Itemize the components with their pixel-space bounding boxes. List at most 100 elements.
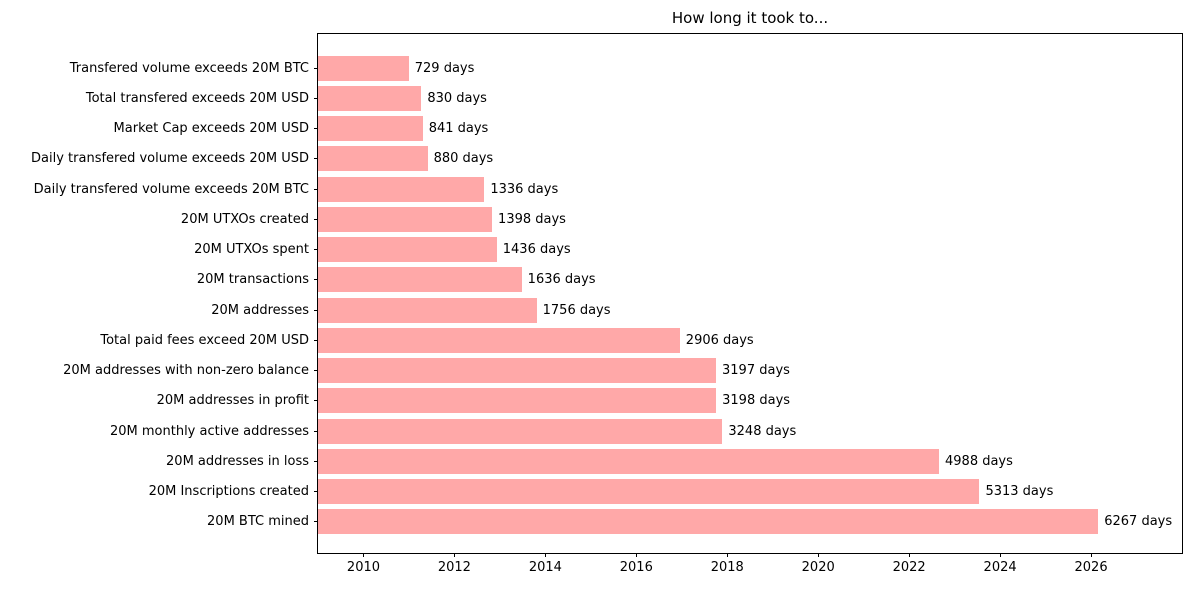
value-label: 1756 days <box>542 302 611 318</box>
y-axis-tick <box>314 97 318 99</box>
bar-row: 20M addresses in profit 3198 days <box>157 386 1182 416</box>
value-label: 5313 days <box>985 484 1054 500</box>
x-axis-tick-label: 2014 <box>528 560 562 575</box>
value-label: 2906 days <box>685 332 754 348</box>
category-label: 20M monthly active addresses <box>109 423 309 439</box>
x-axis-tick <box>1091 553 1093 557</box>
x-axis-tick <box>363 553 365 557</box>
plot-area: Transfered volume exceeds 20M BTC 729 day… <box>31 33 1183 575</box>
x-axis-tick <box>1000 553 1002 557</box>
value-label: 1436 days <box>502 242 571 258</box>
category-label: 20M UTXOs spent <box>194 242 309 258</box>
y-axis-tick <box>314 491 318 493</box>
x-axis-tick <box>545 553 547 557</box>
value-label: 3197 days <box>722 363 790 379</box>
bar <box>318 237 497 263</box>
y-axis-tick <box>314 218 318 220</box>
x-axis-tick <box>727 553 729 557</box>
category-label: Total transfered exceeds 20M USD <box>85 90 309 106</box>
bar <box>318 479 980 505</box>
bar <box>318 85 422 111</box>
category-label: 20M Inscriptions created <box>148 484 309 500</box>
y-axis-tick <box>314 430 318 432</box>
y-axis-tick <box>314 249 318 251</box>
bar <box>318 358 717 384</box>
x-axis-tick <box>818 553 820 557</box>
bar-row: 20M UTXOs spent 1436 days <box>194 235 1182 265</box>
x-axis-tick-label: 2022 <box>892 560 926 575</box>
y-axis-tick <box>314 158 318 160</box>
y-axis-tick <box>314 309 318 311</box>
bar <box>318 509 1099 535</box>
bar <box>318 146 428 172</box>
value-label: 830 days <box>427 90 487 106</box>
value-label: 4988 days <box>945 453 1013 469</box>
bar-row: 20M monthly active addresses 3248 days <box>110 416 1182 446</box>
bar-row: 20M addresses in loss 4988 days <box>166 446 1182 476</box>
bar-row: 20M UTXOs created 1398 days <box>181 204 1182 234</box>
y-axis-tick <box>314 279 318 281</box>
bar-row: 20M BTC mined 6267 days <box>207 507 1182 537</box>
bar <box>318 418 723 444</box>
x-axis-tick-label: 2012 <box>437 560 471 575</box>
x-axis-tick-label: 2016 <box>619 560 653 575</box>
y-axis-tick <box>314 521 318 523</box>
bar-row: Total paid fees exceed 20M USD 2906 days <box>100 325 1182 355</box>
x-axis-tick <box>636 553 638 557</box>
bar <box>318 388 717 414</box>
bar <box>318 297 537 323</box>
value-label: 1336 days <box>490 181 559 197</box>
y-axis-tick <box>314 400 318 402</box>
category-label: Market Cap exceeds 20M USD <box>113 121 309 137</box>
category-label: 20M transactions <box>196 272 309 288</box>
bar-row: 20M transactions 1636 days <box>197 265 1182 295</box>
category-label: 20M addresses with non-zero balance <box>63 363 309 379</box>
x-axis-tick <box>909 553 911 557</box>
x-axis-tick-label: 2026 <box>1074 560 1108 575</box>
category-label: Daily transfered volume exceeds 20M USD <box>31 151 309 167</box>
category-label: Transfered volume exceeds 20M BTC <box>69 60 309 76</box>
value-label: 841 days <box>428 121 489 137</box>
category-label: 20M UTXOs created <box>180 211 309 227</box>
bar-row: Daily transfered volume exceeds 20M USD 8… <box>31 144 1182 174</box>
bar-row: 20M addresses 1756 days <box>211 295 1182 325</box>
value-label: 1398 days <box>498 211 566 227</box>
bar-row: Total transfered exceeds 20M USD 830 days <box>86 83 1182 113</box>
category-label: 20M addresses in loss <box>166 453 309 469</box>
x-axis-tick-label: 2018 <box>710 560 744 575</box>
bar <box>318 55 409 81</box>
category-label: 20M BTC mined <box>207 514 309 530</box>
chart-title: How long it took to... <box>671 9 829 27</box>
category-label: 20M addresses in profit <box>156 393 309 409</box>
bar <box>318 176 485 202</box>
y-axis-tick <box>314 188 318 190</box>
bar <box>318 116 423 142</box>
value-label: 3198 days <box>722 393 791 409</box>
x-axis-tick-label: 2024 <box>983 560 1017 575</box>
bar-row: 20M Inscriptions created 5313 days <box>149 477 1182 507</box>
x-axis-tick-label: 2010 <box>346 560 381 575</box>
value-label: 880 days <box>433 151 494 167</box>
y-axis-tick <box>314 67 318 69</box>
value-label: 3248 days <box>728 423 797 439</box>
y-axis-tick <box>314 370 318 372</box>
x-axis-tick-label: 2020 <box>801 560 835 575</box>
bar <box>318 448 939 474</box>
x-axis-tick <box>454 553 456 557</box>
value-label: 729 days <box>414 60 475 76</box>
category-label: Daily transfered volume exceeds 20M BTC <box>33 181 309 197</box>
value-label: 1636 days <box>527 272 596 288</box>
value-label: 6267 days <box>1104 514 1173 530</box>
bar-row: Daily transfered volume exceeds 20M BTC 1… <box>34 174 1182 204</box>
bar-row: Market Cap exceeds 20M USD 841 days <box>114 114 1182 144</box>
y-axis-tick <box>314 460 318 462</box>
bar <box>318 267 522 293</box>
y-axis-tick <box>314 339 318 341</box>
bar <box>318 206 493 232</box>
category-label: 20M addresses <box>211 302 309 318</box>
bar-row: 20M addresses with non-zero balance 3197 … <box>63 356 1182 386</box>
bar-row: Transfered volume exceeds 20M BTC 729 day… <box>70 53 1182 83</box>
y-axis-tick <box>314 128 318 130</box>
category-label: Total paid fees exceed 20M USD <box>100 332 309 348</box>
